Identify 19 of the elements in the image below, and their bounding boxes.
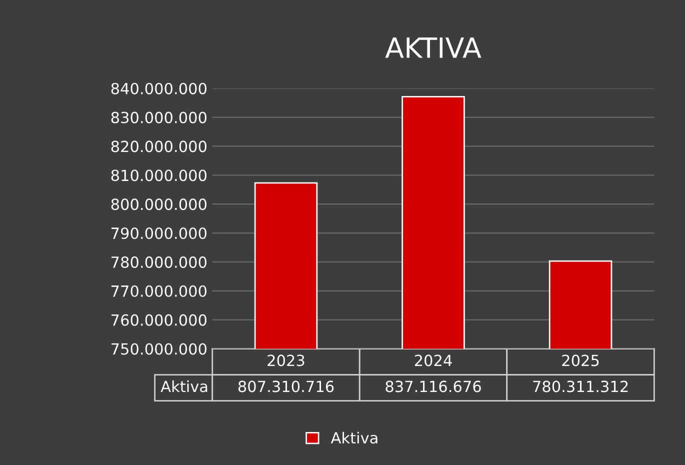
legend-label: Aktiva: [330, 432, 378, 444]
y-tick-label: 760.000.000: [112, 314, 206, 326]
text: Aktiva: [160, 380, 208, 392]
y-tick-label: 800.000.000: [111, 198, 206, 210]
x-tick-label: 2024: [414, 354, 452, 366]
data-label: 780.311.312: [533, 380, 628, 392]
data-label: 837.116.676: [386, 380, 481, 392]
y-tick-label: 830.000.000: [111, 112, 206, 124]
y-tick-label: 810.000.000: [111, 170, 206, 182]
chart-title: AKTIVA: [385, 38, 482, 58]
y-tick-label: 780.000.000: [112, 256, 206, 268]
y-tick-label: 820.000.000: [111, 140, 206, 152]
y-tick-label: 750.000.000: [112, 343, 206, 355]
x-tick-label: 2023: [268, 354, 304, 366]
x-tick-label: 2025: [562, 354, 599, 366]
y-tick-label: 770.000.000: [112, 285, 206, 297]
y-tick-label: 790.000.000: [112, 227, 206, 240]
y-tick-label: 840.000.000: [111, 82, 206, 94]
data-label: 807.310.716: [238, 380, 334, 392]
